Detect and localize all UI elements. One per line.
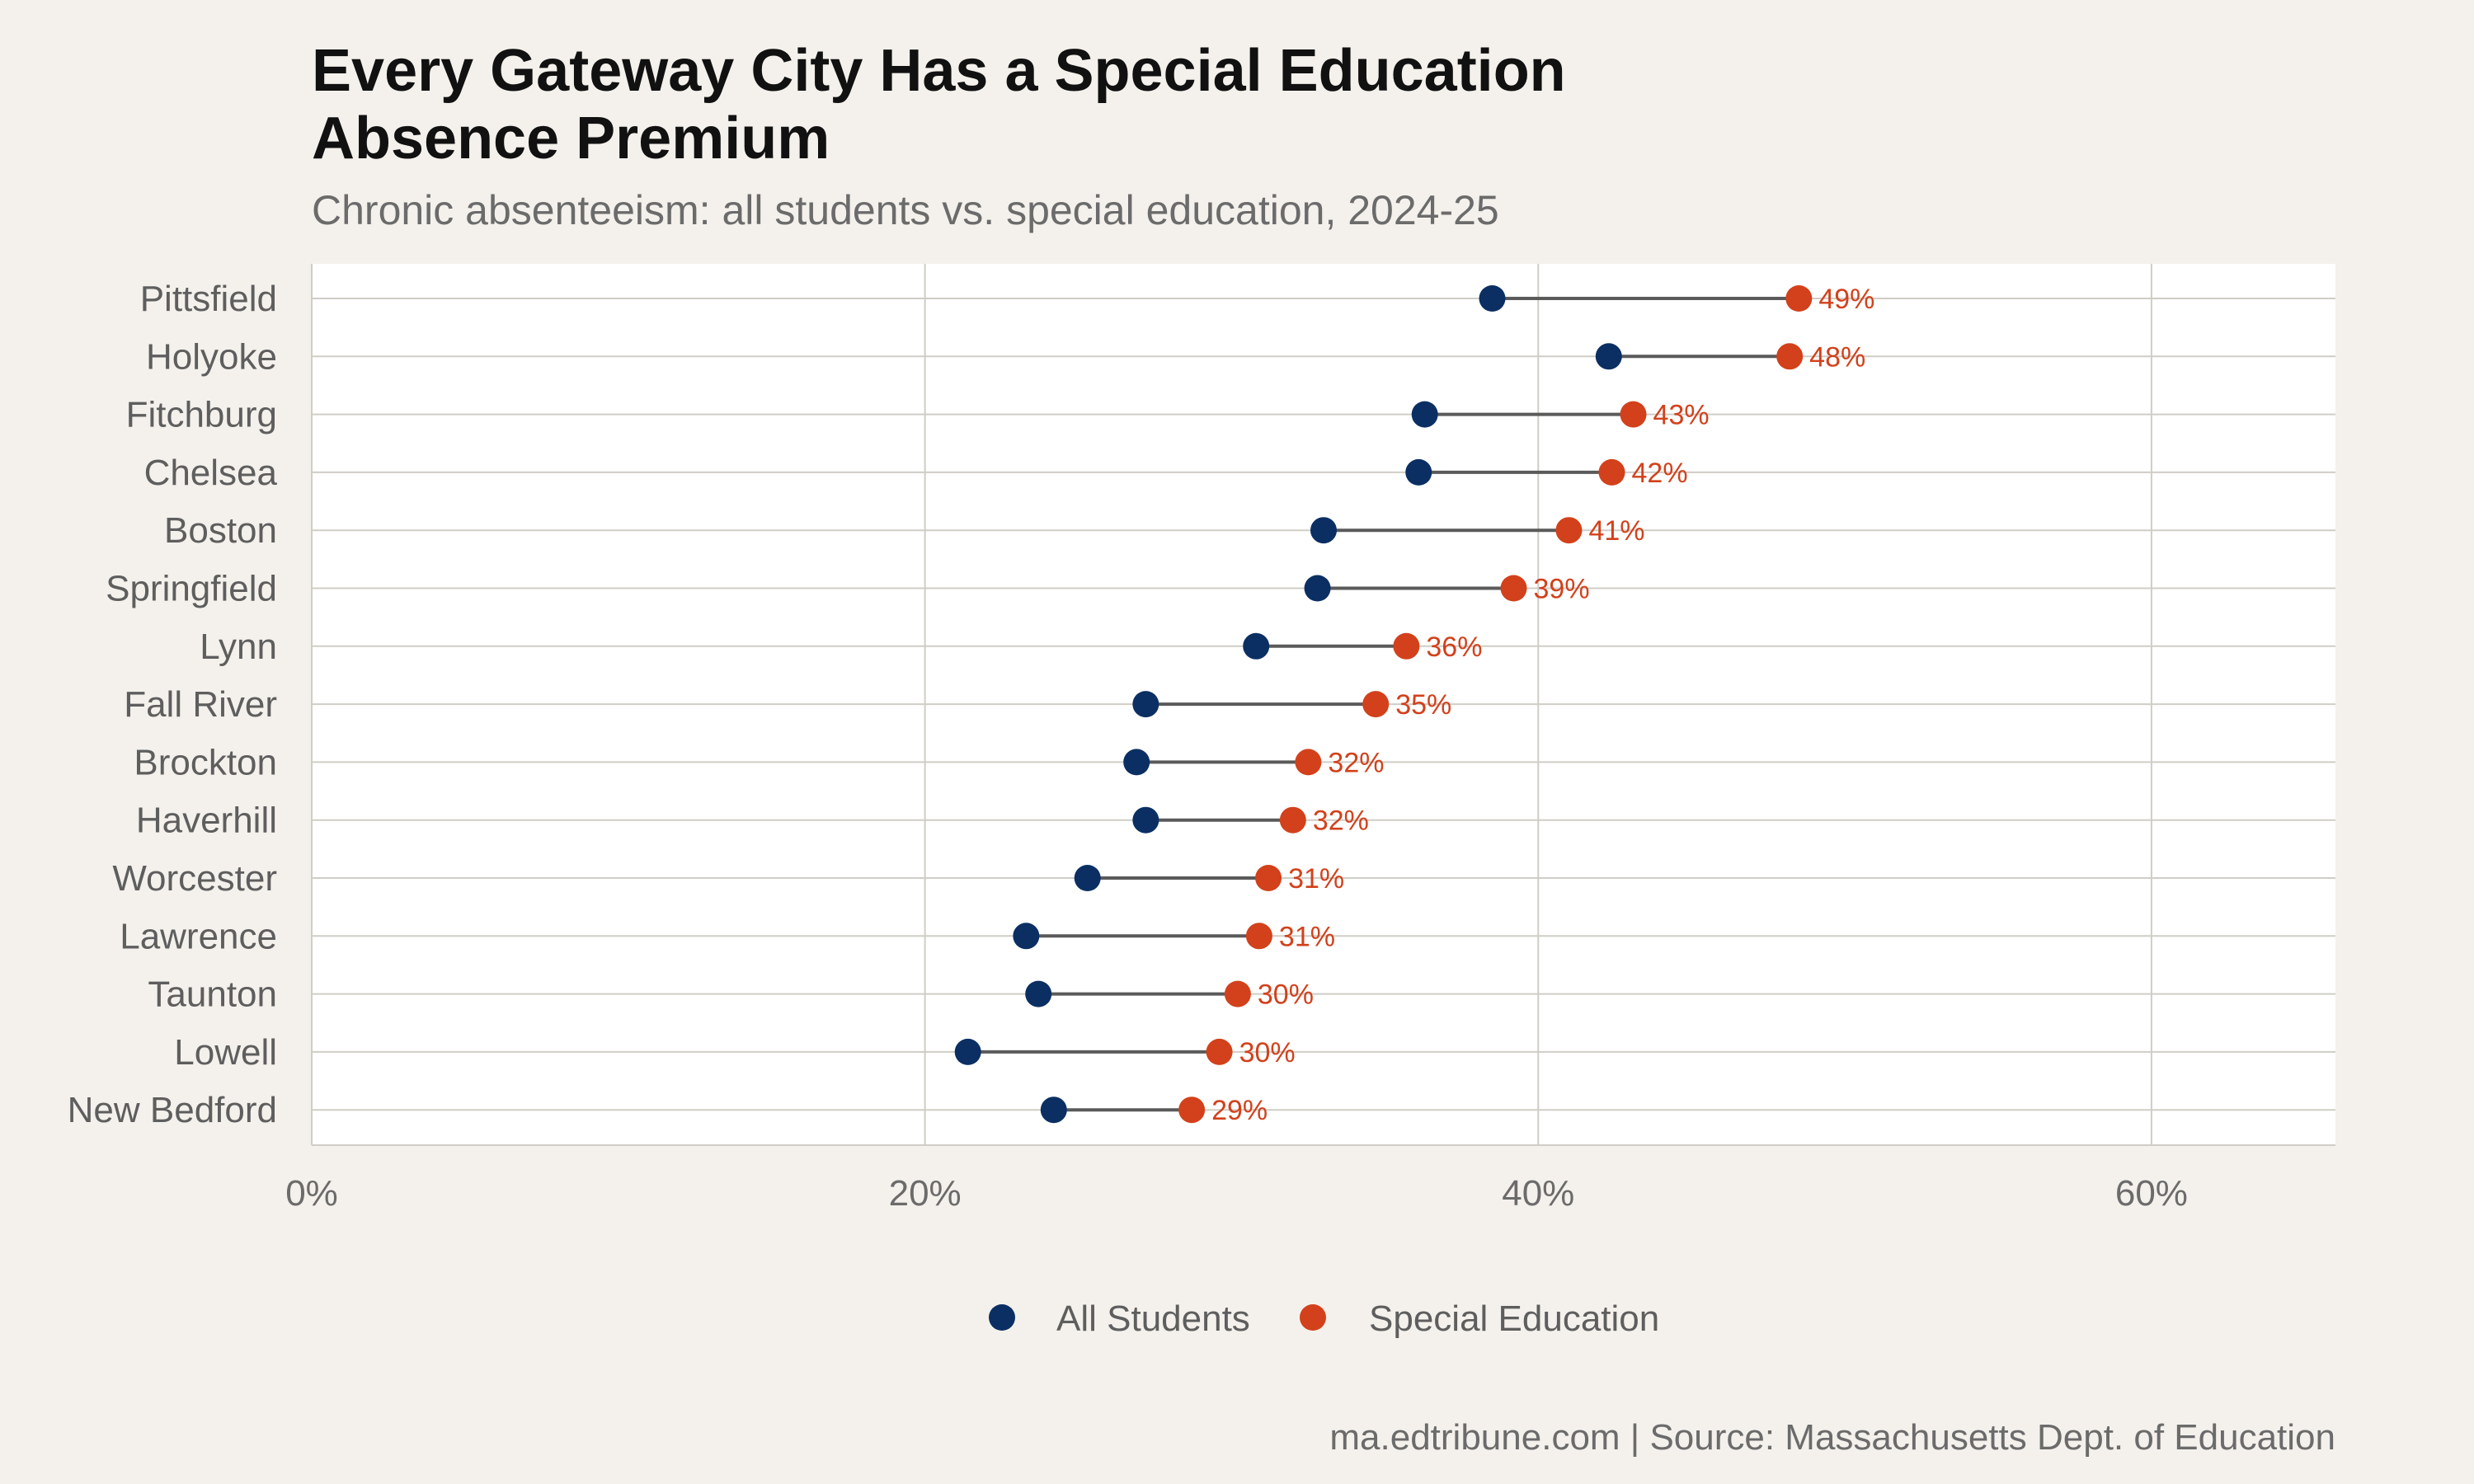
special-education-value-label: 39% (1534, 574, 1590, 605)
legend-marker-all-students (989, 1304, 1015, 1331)
connector-lines (967, 297, 1799, 1112)
chart-title-line-1: Every Gateway City Has a Special Educati… (312, 38, 1566, 104)
all-students-point (1074, 865, 1101, 891)
all-students-point (1123, 749, 1150, 776)
special-education-point (1785, 285, 1813, 312)
special-education-value-label: 48% (1809, 341, 1865, 373)
all-students-point (954, 1038, 981, 1065)
special-education-value-label: 31% (1288, 863, 1344, 895)
special-education-value-label: 43% (1653, 400, 1710, 431)
special-education-value-label: 35% (1395, 689, 1451, 721)
all-students-point (1013, 923, 1040, 950)
city-label: Chelsea (144, 453, 278, 493)
special-education-value-label: 36% (1426, 632, 1482, 663)
city-label: Haverhill (136, 801, 277, 841)
all-students-point (1304, 575, 1331, 602)
x-tick-labels: 0% 20% 40% 60% (285, 1173, 2188, 1214)
special-education-point (1393, 632, 1420, 660)
city-label: Pittsfield (140, 279, 277, 319)
special-education-value-label: 32% (1313, 805, 1369, 837)
city-label: Brockton (134, 742, 277, 782)
special-education-value-label: 41% (1588, 515, 1644, 547)
city-label: Worcester (112, 858, 277, 899)
chart-subtitle: Chronic absenteeism: all students vs. sp… (312, 187, 1499, 233)
all-students-point (1243, 632, 1270, 660)
city-label: Lawrence (120, 916, 277, 956)
special-education-point (1206, 1038, 1233, 1065)
legend: All Students Special Education (989, 1298, 1659, 1339)
city-label: Lowell (174, 1032, 277, 1073)
city-label: Fall River (124, 684, 277, 725)
all-students-point (1411, 401, 1438, 428)
legend-marker-special-education (1300, 1304, 1326, 1331)
city-label: Lynn (200, 627, 277, 667)
special-education-point (1245, 923, 1272, 950)
special-education-point (1776, 343, 1804, 370)
x-tick-label: 60% (2115, 1173, 2188, 1214)
city-labels: Pittsfield Holyoke Fitchburg Chelsea Boston S… (68, 279, 278, 1130)
special-education-point (1500, 575, 1527, 602)
all-students-point (1132, 691, 1159, 718)
special-education-value-label: 30% (1239, 1037, 1296, 1068)
value-labels: 49% 48% 43% 42% 41% 39% 36% 35% 32% 32% 31% 31% 30% 3… (1211, 284, 1874, 1126)
city-label: Fitchburg (126, 395, 277, 435)
all-students-point (1479, 285, 1506, 312)
legend-label-special-education: Special Education (1369, 1298, 1659, 1339)
special-education-point (1598, 458, 1625, 486)
special-education-value-label: 32% (1328, 747, 1384, 778)
all-students-point (1025, 980, 1052, 1007)
special-education-point (1295, 749, 1322, 776)
special-education-value-label: 49% (1818, 284, 1874, 315)
special-education-point (1279, 806, 1306, 834)
x-tick-label: 40% (1502, 1173, 1574, 1214)
source-caption: ma.edtribune.com | Source: Massachusetts… (1329, 1417, 2335, 1458)
special-education-value-label: 42% (1632, 458, 1688, 489)
city-label: Springfield (106, 569, 277, 609)
special-education-point (1362, 691, 1390, 718)
city-label: Boston (164, 510, 277, 551)
special-education-point (1178, 1097, 1206, 1124)
special-education-point (1555, 517, 1583, 544)
legend-label-all-students: All Students (1056, 1298, 1250, 1339)
all-students-point (1040, 1097, 1067, 1124)
special-education-point (1620, 401, 1647, 428)
city-label: Holyoke (146, 336, 277, 377)
all-students-point (1132, 806, 1159, 834)
all-students-point (1595, 343, 1622, 370)
chart-title-line-2: Absence Premium (312, 106, 830, 171)
special-education-value-label: 31% (1279, 921, 1335, 952)
all-students-point (1405, 458, 1432, 486)
special-education-value-label: 29% (1211, 1095, 1268, 1126)
city-label: New Bedford (68, 1090, 277, 1130)
city-label: Taunton (148, 974, 277, 1015)
x-tick-label: 0% (285, 1173, 338, 1214)
all-students-point (1310, 517, 1337, 544)
special-education-value-label: 30% (1258, 979, 1314, 1011)
data-points (954, 285, 1813, 1124)
x-tick-label: 20% (889, 1173, 962, 1214)
special-education-point (1224, 980, 1251, 1007)
special-education-point (1255, 865, 1282, 891)
